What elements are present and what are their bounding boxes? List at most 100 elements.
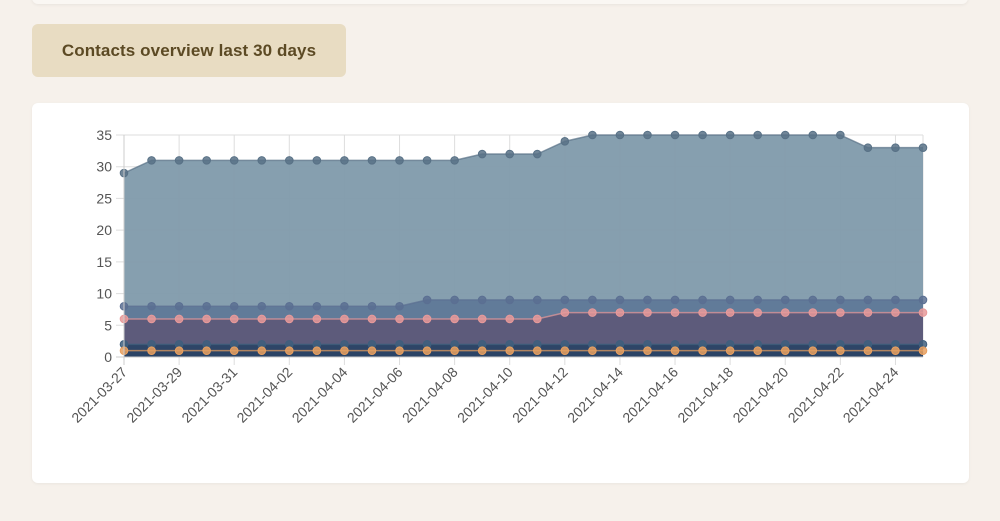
series-4-point: [918, 346, 928, 355]
series-0-point: [395, 156, 404, 165]
series-4-point: [836, 346, 845, 355]
series-1-point: [202, 301, 211, 311]
series-0-point: [808, 130, 818, 140]
series-2-point: [836, 308, 845, 317]
series-1-point: [808, 295, 818, 305]
series-4-point: [340, 346, 349, 355]
series-1-point: [367, 301, 377, 311]
series-0-point: [450, 156, 459, 165]
series-4-point: [532, 346, 542, 355]
series-0-point: [836, 130, 845, 140]
series-1-point: [422, 295, 432, 305]
series-4-point: [891, 346, 900, 355]
series-2-point: [450, 314, 459, 324]
series-4-point: [174, 346, 184, 355]
series-2-point: [532, 314, 542, 324]
series-1-point: [891, 295, 900, 305]
series-4-point: [147, 346, 156, 355]
series-1-point: [918, 295, 928, 305]
x-tick-label: 2021-04-24: [840, 364, 902, 426]
series-0-point: [753, 130, 762, 140]
series-0-point: [698, 130, 707, 140]
x-tick-label: 2021-04-04: [289, 364, 351, 426]
series-4-point: [367, 346, 377, 355]
series-1-point: [312, 301, 322, 311]
series-0-point: [340, 156, 349, 165]
series-1-point: [725, 295, 735, 305]
series-2-point: [285, 314, 294, 324]
series-2-point: [560, 308, 570, 317]
series-0-point: [147, 156, 156, 165]
series-4-point: [698, 346, 707, 355]
series-2-point: [147, 314, 156, 324]
x-tick-label: 2021-04-22: [785, 364, 847, 426]
y-tick-label: 15: [96, 254, 112, 270]
series-1-point: [257, 301, 267, 311]
series-4-area: [124, 350, 923, 357]
y-tick-label: 5: [104, 317, 112, 333]
series-2-point: [477, 314, 487, 324]
series-1-point: [147, 301, 156, 311]
series-4-point: [395, 346, 404, 355]
series-2-point: [753, 308, 762, 317]
series-2-point: [312, 314, 322, 324]
y-tick-label: 25: [96, 190, 112, 206]
contacts-area-chart: 051015202530352021-03-272021-03-292021-0…: [68, 127, 928, 426]
series-2-point: [422, 314, 432, 324]
series-0-point: [505, 149, 515, 159]
series-0-point: [918, 143, 928, 152]
series-1-point: [588, 295, 597, 305]
y-tick-label: 35: [96, 127, 112, 143]
series-0-point: [312, 156, 322, 165]
series-4-point: [588, 346, 597, 355]
series-2-point: [367, 314, 377, 324]
series-0-point: [643, 130, 652, 140]
series-2-point: [643, 308, 652, 317]
series-1-point: [340, 301, 349, 311]
series-0-point: [780, 130, 790, 140]
series-1-point: [229, 301, 239, 311]
series-0-point: [615, 130, 625, 140]
series-0-point: [532, 149, 542, 159]
x-tick-label: 2021-04-20: [729, 364, 791, 426]
series-2-point: [588, 308, 597, 317]
series-2-point: [229, 314, 239, 324]
series-0-point: [367, 156, 377, 165]
series-0-point: [670, 130, 680, 140]
series-0-point: [285, 156, 294, 165]
series-2-point: [725, 308, 735, 317]
series-1-point: [174, 301, 184, 311]
series-4-point: [780, 346, 790, 355]
series-4-point: [670, 346, 680, 355]
series-1-point: [753, 295, 762, 305]
series-4-point: [560, 346, 570, 355]
x-tick-label: 2021-04-12: [509, 364, 571, 426]
chart-title-badge: Contacts overview last 30 days: [32, 24, 346, 77]
series-4-point: [753, 346, 762, 355]
y-tick-label: 30: [96, 159, 112, 175]
series-1-point: [863, 295, 873, 305]
series-0-point: [863, 143, 873, 152]
top-card-edge: [32, 0, 968, 4]
y-tick-label: 10: [96, 286, 112, 302]
series-0-line: [123, 134, 923, 174]
series-4-point: [312, 346, 322, 355]
x-tick-label: 2021-04-08: [399, 364, 461, 426]
series-0-point: [422, 156, 432, 165]
x-tick-label: 2021-04-10: [454, 364, 516, 426]
series-4-point: [202, 346, 211, 355]
series-1-line: [124, 299, 923, 308]
x-tick-label: 2021-03-29: [123, 364, 185, 426]
series-2-point: [698, 308, 707, 317]
series-4-point: [477, 346, 487, 355]
series-0-point: [725, 130, 735, 140]
series-1-point: [477, 295, 487, 305]
series-4-point: [285, 346, 294, 355]
series-4-point: [643, 346, 652, 355]
series-2-point: [918, 308, 928, 317]
series-2-point: [395, 314, 404, 324]
y-tick-label: 20: [96, 222, 112, 238]
series-4-point: [505, 346, 515, 355]
series-4-point: [450, 346, 459, 355]
series-1-point: [780, 295, 790, 305]
